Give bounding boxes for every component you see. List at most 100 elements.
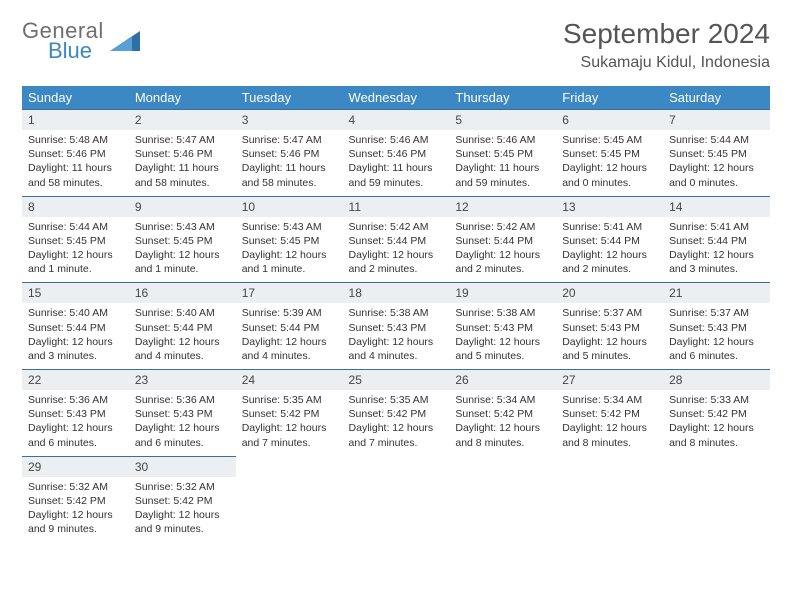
calendar-row: 8Sunrise: 5:44 AMSunset: 5:45 PMDaylight… — [22, 196, 770, 283]
calendar-cell: 4Sunrise: 5:46 AMSunset: 5:46 PMDaylight… — [343, 109, 450, 196]
day-details: Sunrise: 5:32 AMSunset: 5:42 PMDaylight:… — [22, 477, 129, 543]
calendar-cell — [236, 456, 343, 543]
day-number: 22 — [22, 369, 129, 390]
weekday-header: Thursday — [449, 86, 556, 109]
day-number: 3 — [236, 109, 343, 130]
day-details: Sunrise: 5:43 AMSunset: 5:45 PMDaylight:… — [236, 217, 343, 283]
calendar-cell: 17Sunrise: 5:39 AMSunset: 5:44 PMDayligh… — [236, 282, 343, 369]
day-details: Sunrise: 5:42 AMSunset: 5:44 PMDaylight:… — [449, 217, 556, 283]
day-number: 23 — [129, 369, 236, 390]
day-details: Sunrise: 5:37 AMSunset: 5:43 PMDaylight:… — [556, 303, 663, 369]
calendar-cell: 16Sunrise: 5:40 AMSunset: 5:44 PMDayligh… — [129, 282, 236, 369]
calendar-cell: 21Sunrise: 5:37 AMSunset: 5:43 PMDayligh… — [663, 282, 770, 369]
day-number: 7 — [663, 109, 770, 130]
brand-triangle-icon — [110, 29, 144, 53]
day-number: 15 — [22, 282, 129, 303]
day-details: Sunrise: 5:47 AMSunset: 5:46 PMDaylight:… — [129, 130, 236, 196]
calendar-cell: 1Sunrise: 5:48 AMSunset: 5:46 PMDaylight… — [22, 109, 129, 196]
calendar-cell: 18Sunrise: 5:38 AMSunset: 5:43 PMDayligh… — [343, 282, 450, 369]
weekday-header: Tuesday — [236, 86, 343, 109]
calendar-cell: 19Sunrise: 5:38 AMSunset: 5:43 PMDayligh… — [449, 282, 556, 369]
day-details: Sunrise: 5:38 AMSunset: 5:43 PMDaylight:… — [343, 303, 450, 369]
day-details: Sunrise: 5:36 AMSunset: 5:43 PMDaylight:… — [129, 390, 236, 456]
day-details: Sunrise: 5:38 AMSunset: 5:43 PMDaylight:… — [449, 303, 556, 369]
day-details: Sunrise: 5:42 AMSunset: 5:44 PMDaylight:… — [343, 217, 450, 283]
day-number: 24 — [236, 369, 343, 390]
calendar-cell: 14Sunrise: 5:41 AMSunset: 5:44 PMDayligh… — [663, 196, 770, 283]
calendar-cell — [343, 456, 450, 543]
day-number: 2 — [129, 109, 236, 130]
calendar-cell: 5Sunrise: 5:46 AMSunset: 5:45 PMDaylight… — [449, 109, 556, 196]
calendar-cell: 11Sunrise: 5:42 AMSunset: 5:44 PMDayligh… — [343, 196, 450, 283]
day-details: Sunrise: 5:40 AMSunset: 5:44 PMDaylight:… — [129, 303, 236, 369]
day-details: Sunrise: 5:39 AMSunset: 5:44 PMDaylight:… — [236, 303, 343, 369]
calendar-cell: 30Sunrise: 5:32 AMSunset: 5:42 PMDayligh… — [129, 456, 236, 543]
day-details: Sunrise: 5:46 AMSunset: 5:45 PMDaylight:… — [449, 130, 556, 196]
day-number: 29 — [22, 456, 129, 477]
month-title: September 2024 — [563, 18, 770, 50]
day-number: 12 — [449, 196, 556, 217]
day-details: Sunrise: 5:47 AMSunset: 5:46 PMDaylight:… — [236, 130, 343, 196]
header-row: General Blue September 2024 Sukamaju Kid… — [22, 18, 770, 72]
day-number: 19 — [449, 282, 556, 303]
calendar-cell: 20Sunrise: 5:37 AMSunset: 5:43 PMDayligh… — [556, 282, 663, 369]
calendar-cell — [556, 456, 663, 543]
day-number: 30 — [129, 456, 236, 477]
title-block: September 2024 Sukamaju Kidul, Indonesia — [563, 18, 770, 72]
day-number: 17 — [236, 282, 343, 303]
weekday-header: Sunday — [22, 86, 129, 109]
day-number: 26 — [449, 369, 556, 390]
day-number: 9 — [129, 196, 236, 217]
day-details: Sunrise: 5:33 AMSunset: 5:42 PMDaylight:… — [663, 390, 770, 456]
calendar-cell: 28Sunrise: 5:33 AMSunset: 5:42 PMDayligh… — [663, 369, 770, 456]
location-label: Sukamaju Kidul, Indonesia — [563, 54, 770, 72]
calendar-row: 22Sunrise: 5:36 AMSunset: 5:43 PMDayligh… — [22, 369, 770, 456]
calendar-cell: 23Sunrise: 5:36 AMSunset: 5:43 PMDayligh… — [129, 369, 236, 456]
day-details: Sunrise: 5:36 AMSunset: 5:43 PMDaylight:… — [22, 390, 129, 456]
day-number: 16 — [129, 282, 236, 303]
day-number: 28 — [663, 369, 770, 390]
weekday-header: Friday — [556, 86, 663, 109]
weekday-header-row: Sunday Monday Tuesday Wednesday Thursday… — [22, 86, 770, 109]
day-number: 8 — [22, 196, 129, 217]
weekday-header: Wednesday — [343, 86, 450, 109]
calendar-cell: 3Sunrise: 5:47 AMSunset: 5:46 PMDaylight… — [236, 109, 343, 196]
brand-logo: General Blue — [22, 18, 144, 64]
day-details: Sunrise: 5:43 AMSunset: 5:45 PMDaylight:… — [129, 217, 236, 283]
day-details: Sunrise: 5:35 AMSunset: 5:42 PMDaylight:… — [236, 390, 343, 456]
day-number: 14 — [663, 196, 770, 217]
calendar-cell: 7Sunrise: 5:44 AMSunset: 5:45 PMDaylight… — [663, 109, 770, 196]
day-number: 20 — [556, 282, 663, 303]
day-details: Sunrise: 5:44 AMSunset: 5:45 PMDaylight:… — [663, 130, 770, 196]
day-details: Sunrise: 5:44 AMSunset: 5:45 PMDaylight:… — [22, 217, 129, 283]
calendar-cell: 13Sunrise: 5:41 AMSunset: 5:44 PMDayligh… — [556, 196, 663, 283]
calendar-table: Sunday Monday Tuesday Wednesday Thursday… — [22, 86, 770, 542]
day-details: Sunrise: 5:41 AMSunset: 5:44 PMDaylight:… — [556, 217, 663, 283]
day-details: Sunrise: 5:48 AMSunset: 5:46 PMDaylight:… — [22, 130, 129, 196]
calendar-cell — [663, 456, 770, 543]
day-number: 11 — [343, 196, 450, 217]
day-number: 4 — [343, 109, 450, 130]
calendar-cell: 27Sunrise: 5:34 AMSunset: 5:42 PMDayligh… — [556, 369, 663, 456]
day-details: Sunrise: 5:37 AMSunset: 5:43 PMDaylight:… — [663, 303, 770, 369]
calendar-cell: 8Sunrise: 5:44 AMSunset: 5:45 PMDaylight… — [22, 196, 129, 283]
day-details: Sunrise: 5:32 AMSunset: 5:42 PMDaylight:… — [129, 477, 236, 543]
day-number: 18 — [343, 282, 450, 303]
day-number: 21 — [663, 282, 770, 303]
day-number: 6 — [556, 109, 663, 130]
day-number: 1 — [22, 109, 129, 130]
day-number: 27 — [556, 369, 663, 390]
calendar-cell: 24Sunrise: 5:35 AMSunset: 5:42 PMDayligh… — [236, 369, 343, 456]
calendar-cell: 25Sunrise: 5:35 AMSunset: 5:42 PMDayligh… — [343, 369, 450, 456]
calendar-cell: 9Sunrise: 5:43 AMSunset: 5:45 PMDaylight… — [129, 196, 236, 283]
day-number: 5 — [449, 109, 556, 130]
calendar-cell: 26Sunrise: 5:34 AMSunset: 5:42 PMDayligh… — [449, 369, 556, 456]
calendar-row: 29Sunrise: 5:32 AMSunset: 5:42 PMDayligh… — [22, 456, 770, 543]
day-details: Sunrise: 5:45 AMSunset: 5:45 PMDaylight:… — [556, 130, 663, 196]
calendar-cell — [449, 456, 556, 543]
day-details: Sunrise: 5:34 AMSunset: 5:42 PMDaylight:… — [556, 390, 663, 456]
day-details: Sunrise: 5:46 AMSunset: 5:46 PMDaylight:… — [343, 130, 450, 196]
day-details: Sunrise: 5:34 AMSunset: 5:42 PMDaylight:… — [449, 390, 556, 456]
calendar-cell: 22Sunrise: 5:36 AMSunset: 5:43 PMDayligh… — [22, 369, 129, 456]
calendar-row: 15Sunrise: 5:40 AMSunset: 5:44 PMDayligh… — [22, 282, 770, 369]
